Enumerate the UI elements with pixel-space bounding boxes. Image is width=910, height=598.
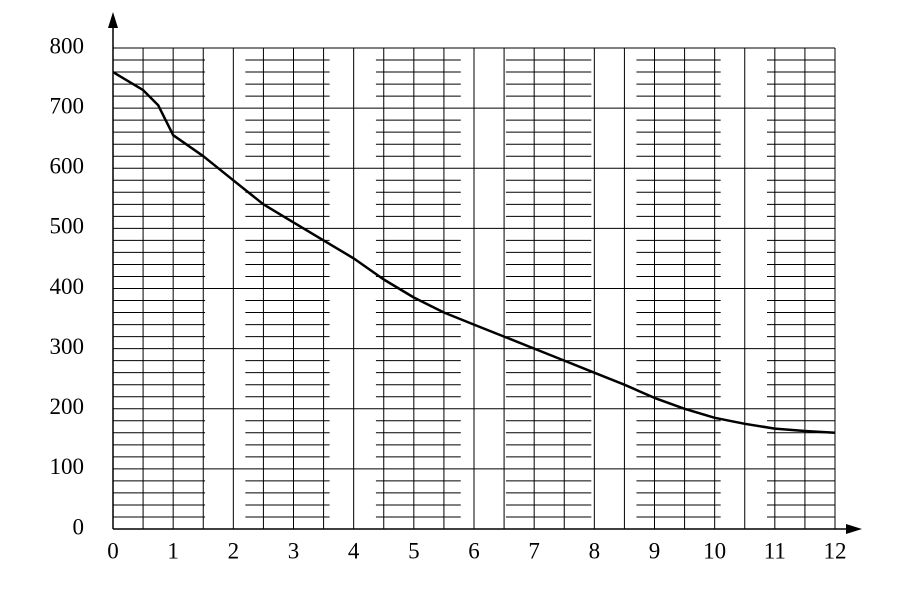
y-tick-label: 800	[50, 33, 85, 58]
x-tick-label: 0	[107, 538, 119, 563]
x-tick-label: 1	[167, 538, 179, 563]
x-tick-label: 6	[468, 538, 480, 563]
x-tick-label: 4	[348, 538, 360, 563]
y-tick-label: 600	[50, 154, 85, 179]
y-tick-label: 100	[50, 454, 85, 479]
y-tick-label: 200	[50, 394, 85, 419]
x-tick-label: 2	[228, 538, 240, 563]
y-tick-label: 500	[50, 214, 85, 239]
y-tick-label: 300	[50, 334, 85, 359]
y-arrow	[108, 12, 118, 28]
x-tick-label: 5	[408, 538, 420, 563]
x-tick-label: 3	[288, 538, 300, 563]
x-tick-label: 8	[589, 538, 601, 563]
y-tick-label: 0	[73, 514, 85, 539]
x-tick-label: 10	[703, 538, 726, 563]
x-tick-label: 12	[824, 538, 847, 563]
x-arrow	[846, 524, 862, 534]
x-tick-label: 9	[649, 538, 661, 563]
data-line	[112, 71, 836, 435]
y-tick-label: 400	[50, 274, 85, 299]
x-tick-label: 11	[764, 538, 786, 563]
x-tick-label: 7	[528, 538, 540, 563]
y-tick-label: 700	[50, 93, 85, 118]
